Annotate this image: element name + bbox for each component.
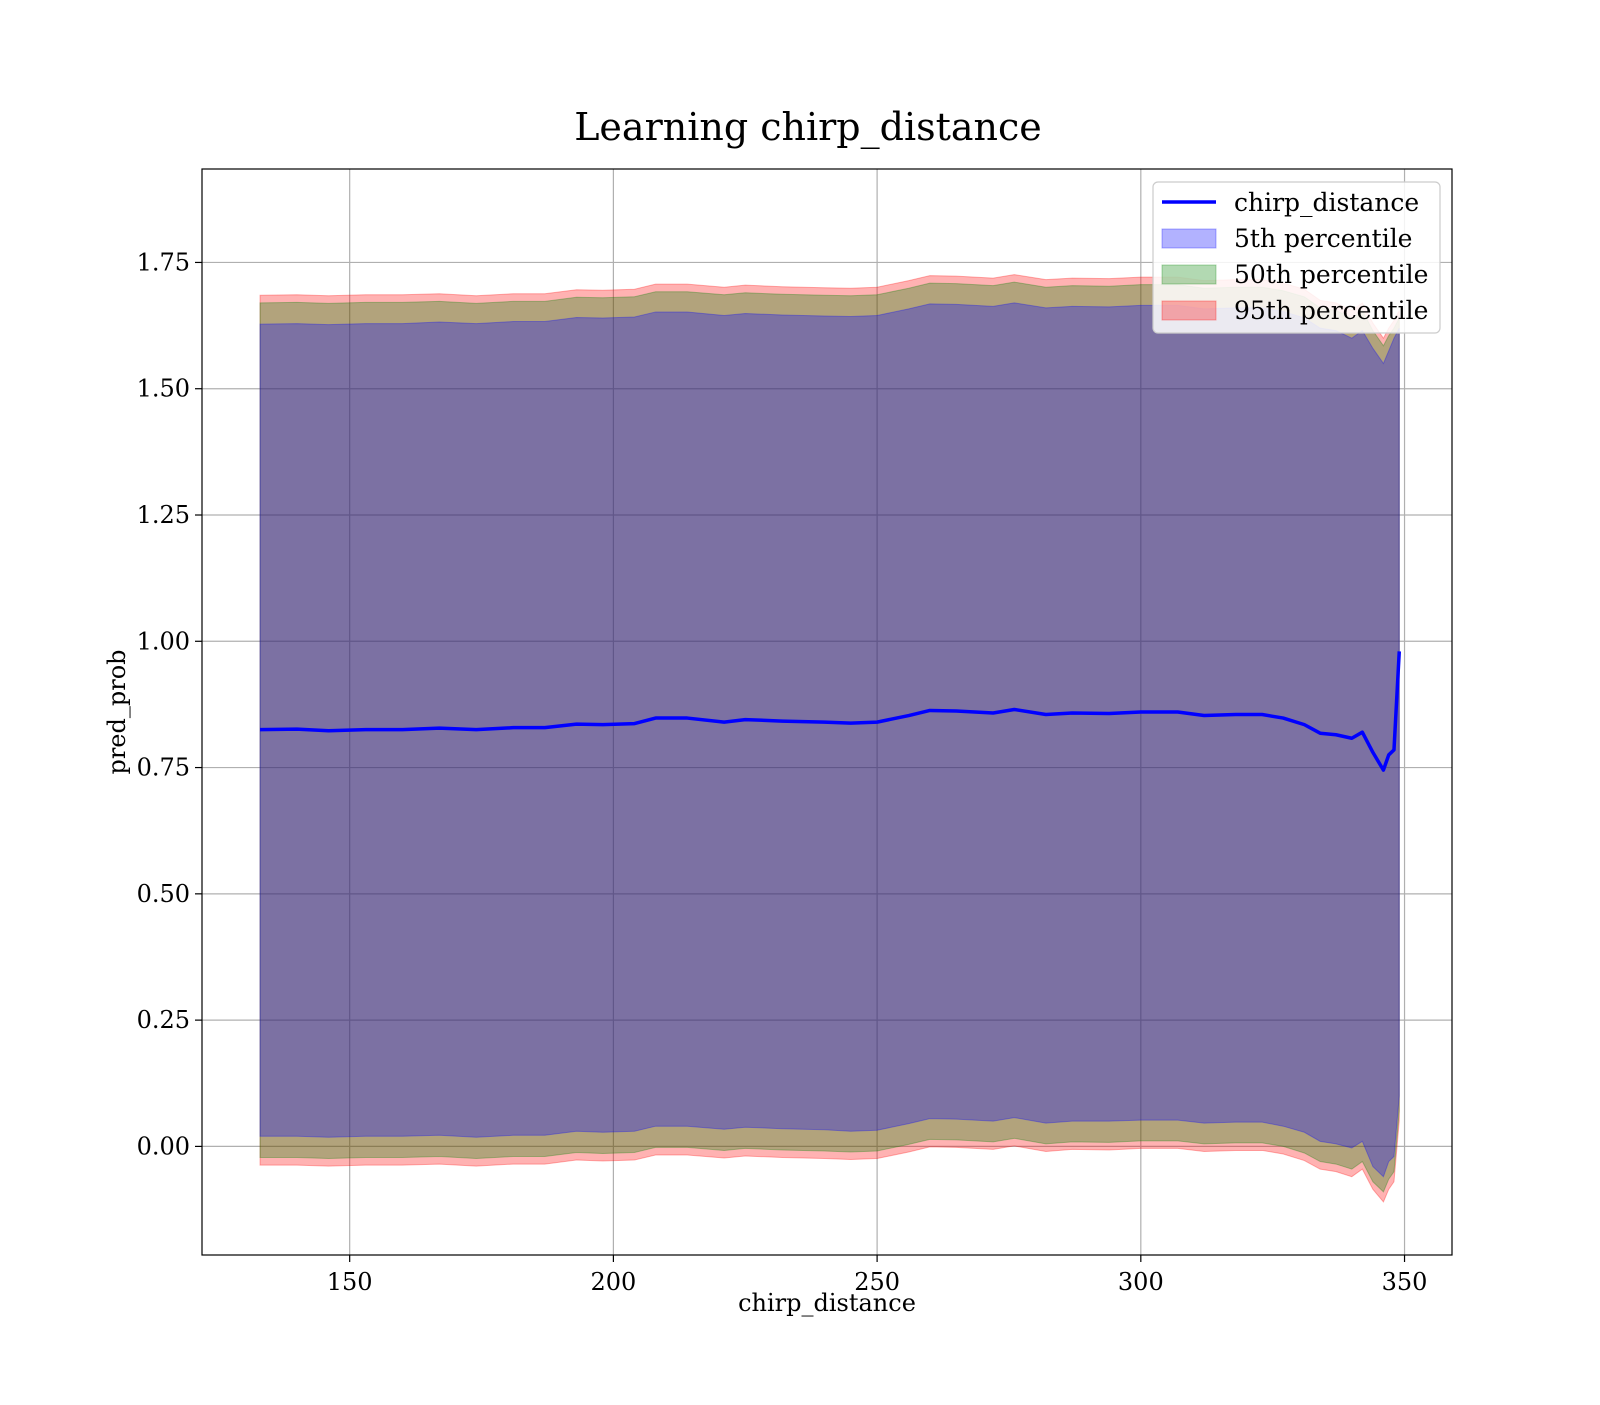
- band-5th-percentile: [259, 302, 1400, 1178]
- x-tick-label: 350: [1382, 1268, 1428, 1296]
- band-95th-percentile: [259, 274, 1400, 1203]
- y-tick-label: 0.25: [137, 1006, 190, 1034]
- legend-label-line: chirp_distance: [1234, 188, 1419, 217]
- legend: chirp_distance 5th percentile 50th perce…: [1152, 181, 1441, 334]
- legend-swatch-5th: [1161, 228, 1217, 249]
- y-tick-label: 0.75: [137, 754, 190, 782]
- y-tick-label: 0.50: [137, 880, 190, 908]
- x-axis-ticks: 150 200 250 300 350: [327, 1255, 1428, 1296]
- y-tick-label: 0.00: [137, 1132, 190, 1160]
- y-tick-label: 1.25: [137, 501, 190, 529]
- percentile-bands: [259, 274, 1400, 1203]
- x-tick-label: 150: [327, 1268, 373, 1296]
- band-50th-percentile: [259, 281, 1400, 1193]
- legend-label-5th: 5th percentile: [1234, 224, 1412, 253]
- plot-frame: [201, 168, 1453, 1256]
- legend-swatch-95th: [1161, 300, 1217, 321]
- y-axis-label: pred_prob: [103, 649, 131, 774]
- y-tick-label: 1.00: [137, 627, 190, 655]
- y-axis-ticks: 0.00 0.25 0.50 0.75 1.00 1.25 1.50 1.75: [137, 248, 202, 1160]
- legend-swatch-50th: [1161, 264, 1217, 285]
- y-tick-label: 1.50: [137, 375, 190, 403]
- x-tick-label: 200: [590, 1268, 636, 1296]
- x-tick-label: 300: [1118, 1268, 1164, 1296]
- series-lines: [259, 651, 1402, 772]
- chart-title: Learning chirp_distance: [574, 105, 1042, 150]
- grid-lines: [202, 169, 1452, 1255]
- legend-label-95th: 95th percentile: [1234, 296, 1428, 325]
- legend-label-50th: 50th percentile: [1234, 260, 1428, 289]
- y-tick-label: 1.75: [137, 248, 190, 276]
- legend-box: [1152, 181, 1441, 334]
- x-tick-label: 250: [854, 1268, 900, 1296]
- series-line-chirp-distance: [259, 651, 1402, 772]
- x-axis-label: chirp_distance: [738, 1289, 916, 1317]
